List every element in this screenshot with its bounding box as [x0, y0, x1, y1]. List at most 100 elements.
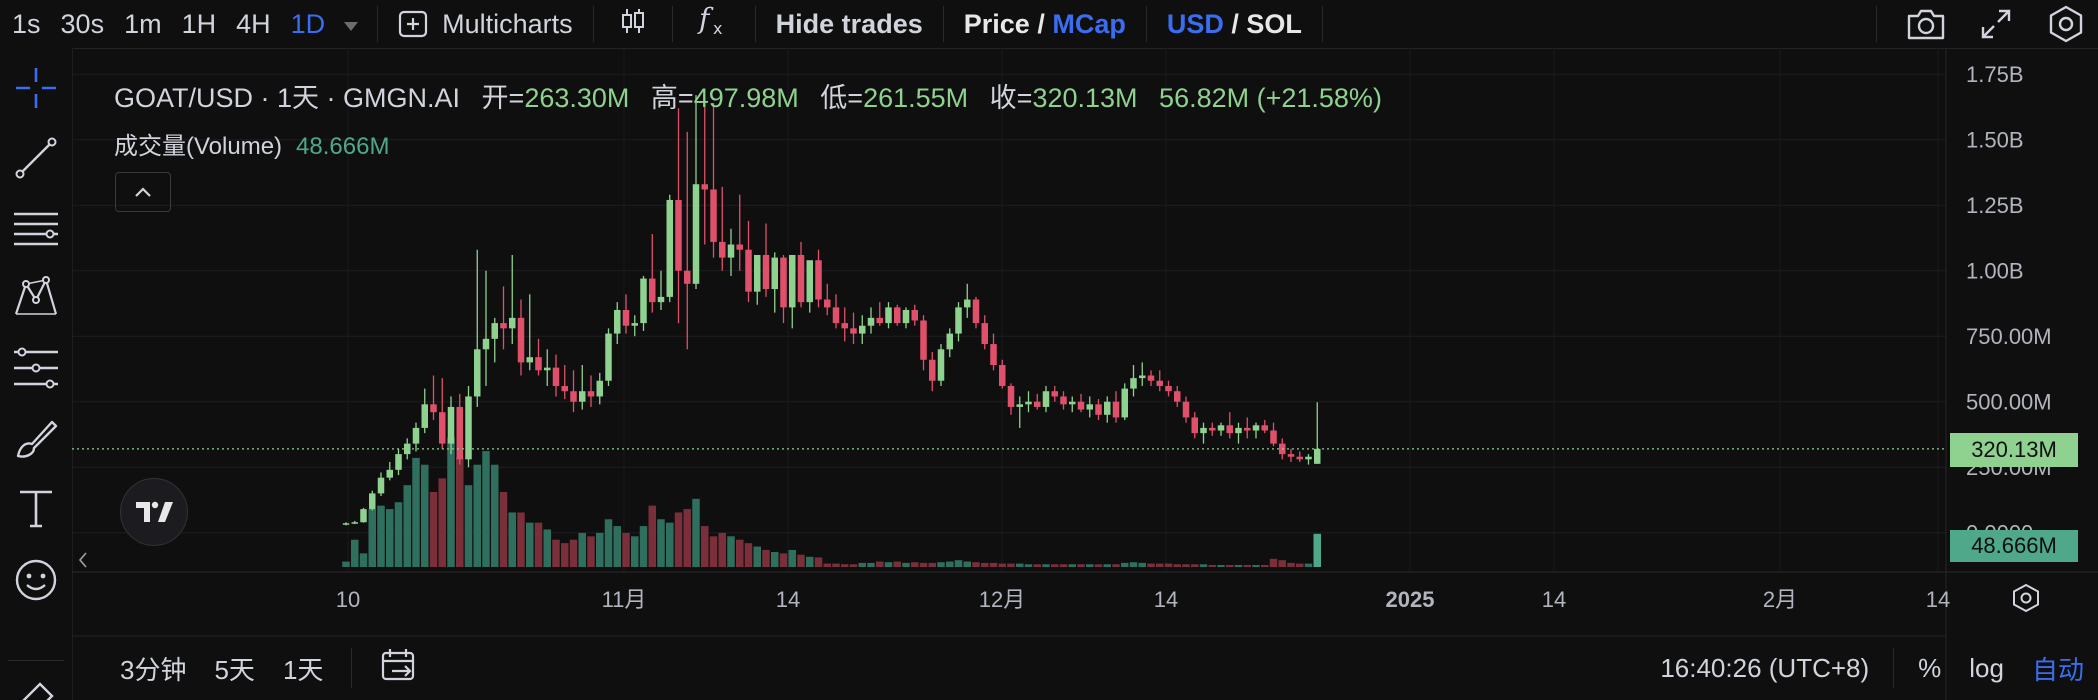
volume-bar: [1208, 564, 1216, 567]
brush-tool[interactable]: [8, 410, 64, 466]
candle-body: [509, 317, 516, 329]
settings-button[interactable]: [2044, 2, 2088, 46]
candle-body: [815, 260, 822, 300]
candle-body: [430, 404, 437, 413]
volume-bar: [1121, 562, 1129, 567]
candle-body: [1069, 401, 1076, 405]
candle-body: [806, 260, 813, 303]
volume-bar: [543, 529, 551, 567]
candle-type-button[interactable]: [604, 6, 662, 43]
toolbar-divider: [351, 648, 353, 688]
fullscreen-button[interactable]: [1974, 2, 2018, 46]
horizontal-lines-tool[interactable]: [8, 200, 64, 256]
candle-body: [1060, 396, 1067, 405]
volume-bar: [578, 532, 586, 567]
volume-legend[interactable]: 成交量(Volume) 48.666M: [114, 126, 389, 161]
screenshot-button[interactable]: [1904, 2, 1948, 46]
interval-30s[interactable]: 30s: [60, 8, 105, 39]
interval-1s[interactable]: 1s: [12, 8, 41, 39]
sol-option[interactable]: SOL: [1246, 8, 1302, 39]
crosshair-tool[interactable]: [8, 60, 64, 116]
candle-body: [1296, 456, 1303, 460]
volume-bar: [1086, 564, 1094, 567]
current-volume-tag: 48.666M: [1950, 530, 2078, 562]
interval-1m[interactable]: 1m: [124, 8, 162, 39]
current-price-tag: 320.13M: [1950, 433, 2078, 467]
volume-bar: [1094, 564, 1103, 567]
symbol-label[interactable]: GOAT/USD · 1天 · GMGN.AI: [114, 83, 461, 113]
trend-line-tool[interactable]: [8, 130, 64, 186]
text-tool[interactable]: [8, 480, 64, 536]
price-option[interactable]: Price: [963, 8, 1030, 39]
chevron-left-icon: [78, 552, 87, 568]
volume-bar: [552, 539, 560, 567]
interval-1h[interactable]: 1H: [181, 8, 217, 39]
settings-icon: [2049, 5, 2083, 43]
goto-date-button[interactable]: [366, 647, 434, 690]
volume-bar: [998, 563, 1006, 567]
multicharts-button[interactable]: Multicharts: [388, 9, 583, 40]
volume-bar: [1156, 563, 1164, 567]
candle-body: [675, 199, 682, 271]
axis-settings-button[interactable]: [2010, 582, 2042, 614]
volume-bar: [561, 543, 569, 567]
price-tick-label: 1.75B: [1966, 62, 2024, 87]
volume-bar: [814, 557, 823, 567]
toolbar-divider: [942, 6, 944, 42]
ohlc-legend: GOAT/USD · 1天 · GMGN.AI 开=263.30M 高=497.…: [114, 76, 1382, 115]
percent-scale-toggle[interactable]: %: [1918, 652, 1942, 683]
volume-bar: [806, 556, 814, 567]
tradingview-logo[interactable]: [120, 478, 188, 546]
auto-scale-toggle[interactable]: 自动: [2031, 654, 2084, 685]
candle-body: [386, 469, 393, 478]
interval-4h[interactable]: 4H: [236, 8, 271, 39]
candle-body: [1209, 427, 1216, 431]
log-scale-toggle[interactable]: log: [1969, 652, 2004, 683]
volume-bar: [359, 553, 368, 567]
clock-timezone[interactable]: 16:40:26 (UTC+8): [1660, 652, 1870, 683]
interval-dropdown[interactable]: [335, 9, 367, 40]
volume-bar: [499, 492, 508, 567]
volume-bar: [1199, 564, 1208, 567]
volume-bar: [1182, 564, 1190, 567]
fib-retracement-icon: [14, 347, 58, 389]
candle-body: [955, 307, 962, 334]
range-option-0[interactable]: 3分钟: [120, 654, 187, 685]
volume-bar: [1007, 563, 1015, 567]
axis-settings-icon: [2013, 583, 2039, 613]
interval-1d[interactable]: 1D: [290, 8, 326, 39]
range-option-1[interactable]: 5天: [214, 654, 255, 685]
volume-bar: [377, 505, 385, 567]
horizontal-lines-icon: [14, 212, 58, 246]
fib-tool[interactable]: [8, 340, 64, 396]
candle-body: [552, 367, 560, 386]
currency-toggle[interactable]: USD / SOL: [1157, 9, 1312, 40]
candle-body: [1314, 448, 1321, 464]
volume-bar: [1059, 564, 1068, 567]
price-mcap-toggle[interactable]: Price / MCap: [954, 9, 1136, 40]
volume-bar: [534, 522, 543, 567]
pattern-tool[interactable]: [8, 270, 64, 326]
candle-body: [1217, 425, 1225, 431]
usd-option[interactable]: USD: [1166, 8, 1224, 39]
volume-bar: [1304, 563, 1313, 567]
candle-body: [517, 317, 525, 363]
mcap-option[interactable]: MCap: [1052, 8, 1126, 39]
price-tick-label: 1.50B: [1966, 128, 2024, 153]
candle-body: [1112, 401, 1120, 418]
emoji-tool[interactable]: [8, 552, 64, 608]
toolbar-divider: [754, 6, 756, 42]
volume-bar: [604, 519, 613, 567]
candle-body: [762, 254, 770, 290]
candle-body: [351, 522, 358, 524]
volume-bar: [1016, 563, 1024, 567]
sidebar-collapse-arrow[interactable]: [78, 550, 88, 575]
eraser-tool[interactable]: [8, 672, 64, 700]
range-option-2[interactable]: 1天: [282, 654, 324, 685]
collapse-legend-button[interactable]: [115, 172, 171, 212]
hide-trades-button[interactable]: Hide trades: [775, 8, 923, 39]
candlesticks: [72, 95, 1946, 526]
volume-bar: [1147, 563, 1155, 567]
